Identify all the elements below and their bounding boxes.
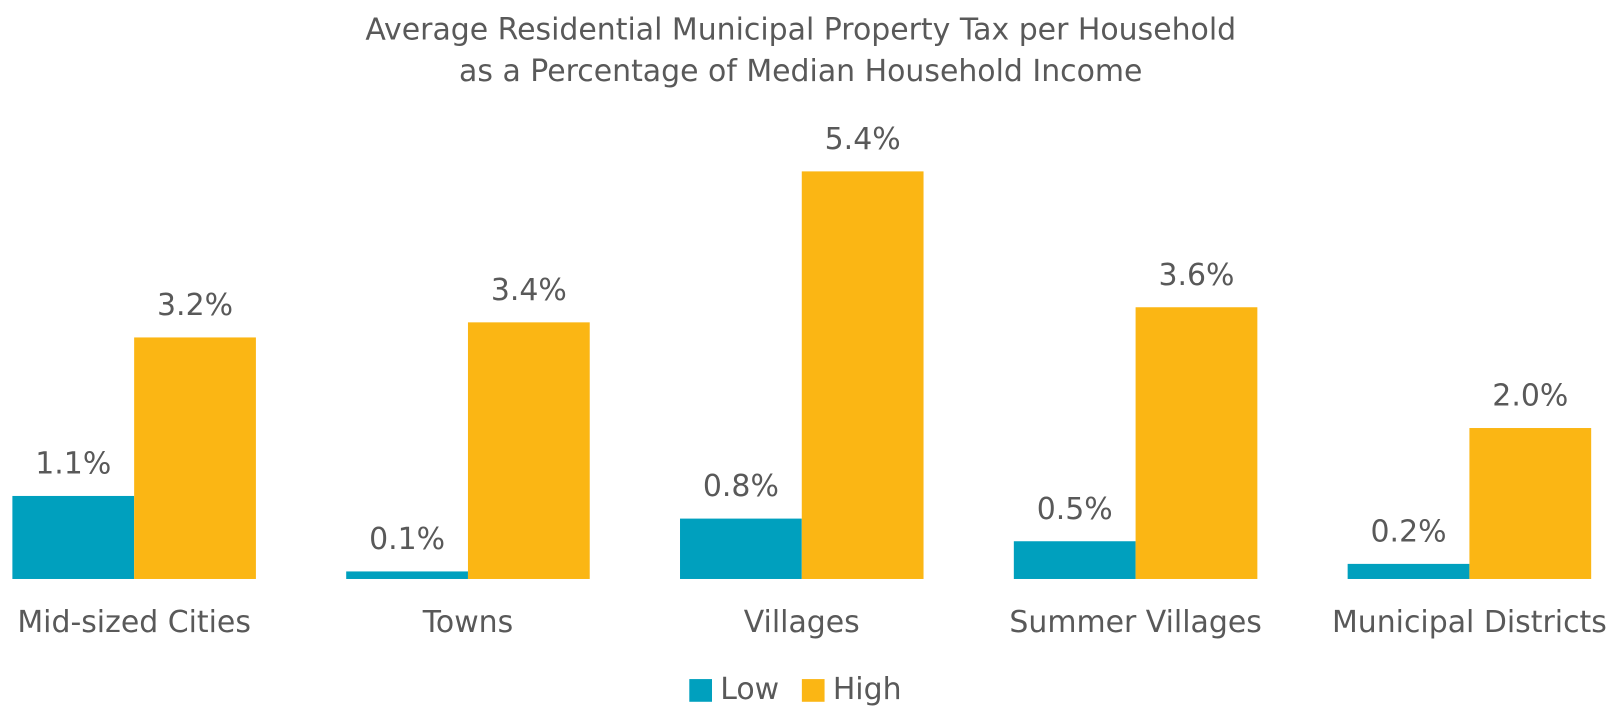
data-label: 3.2% <box>157 288 233 323</box>
data-label: 0.1% <box>369 522 445 557</box>
legend-label: High <box>833 672 902 706</box>
data-label: 0.2% <box>1371 514 1447 549</box>
bar <box>1013 541 1136 579</box>
data-label: 1.1% <box>35 446 111 481</box>
chart-title: as a Percentage of Median Household Inco… <box>459 54 1142 89</box>
x-tick-label: Summer Villages <box>1009 605 1261 640</box>
x-tick-label: Mid-sized Cities <box>17 605 251 640</box>
bar <box>1135 307 1258 579</box>
bar <box>1347 563 1470 579</box>
legend-label: Low <box>720 672 779 706</box>
data-label: 0.8% <box>703 469 779 504</box>
bar <box>346 571 468 579</box>
legend-swatch <box>689 679 713 702</box>
data-label: 0.5% <box>1037 492 1113 527</box>
bar <box>467 322 590 579</box>
x-tick-label: Villages <box>744 605 860 640</box>
bar <box>801 171 924 579</box>
chart-title: Average Residential Municipal Property T… <box>365 13 1236 48</box>
legend-swatch <box>801 679 825 702</box>
bar <box>12 495 135 579</box>
x-tick-label: Towns <box>422 605 513 640</box>
data-label: 2.0% <box>1492 379 1568 414</box>
data-label: 5.4% <box>825 122 901 157</box>
data-label: 3.6% <box>1158 258 1234 293</box>
bar <box>1469 428 1592 579</box>
bar <box>680 518 802 579</box>
bar <box>134 337 256 579</box>
x-tick-label: Municipal Districts <box>1332 605 1607 640</box>
data-label: 3.4% <box>491 273 567 308</box>
